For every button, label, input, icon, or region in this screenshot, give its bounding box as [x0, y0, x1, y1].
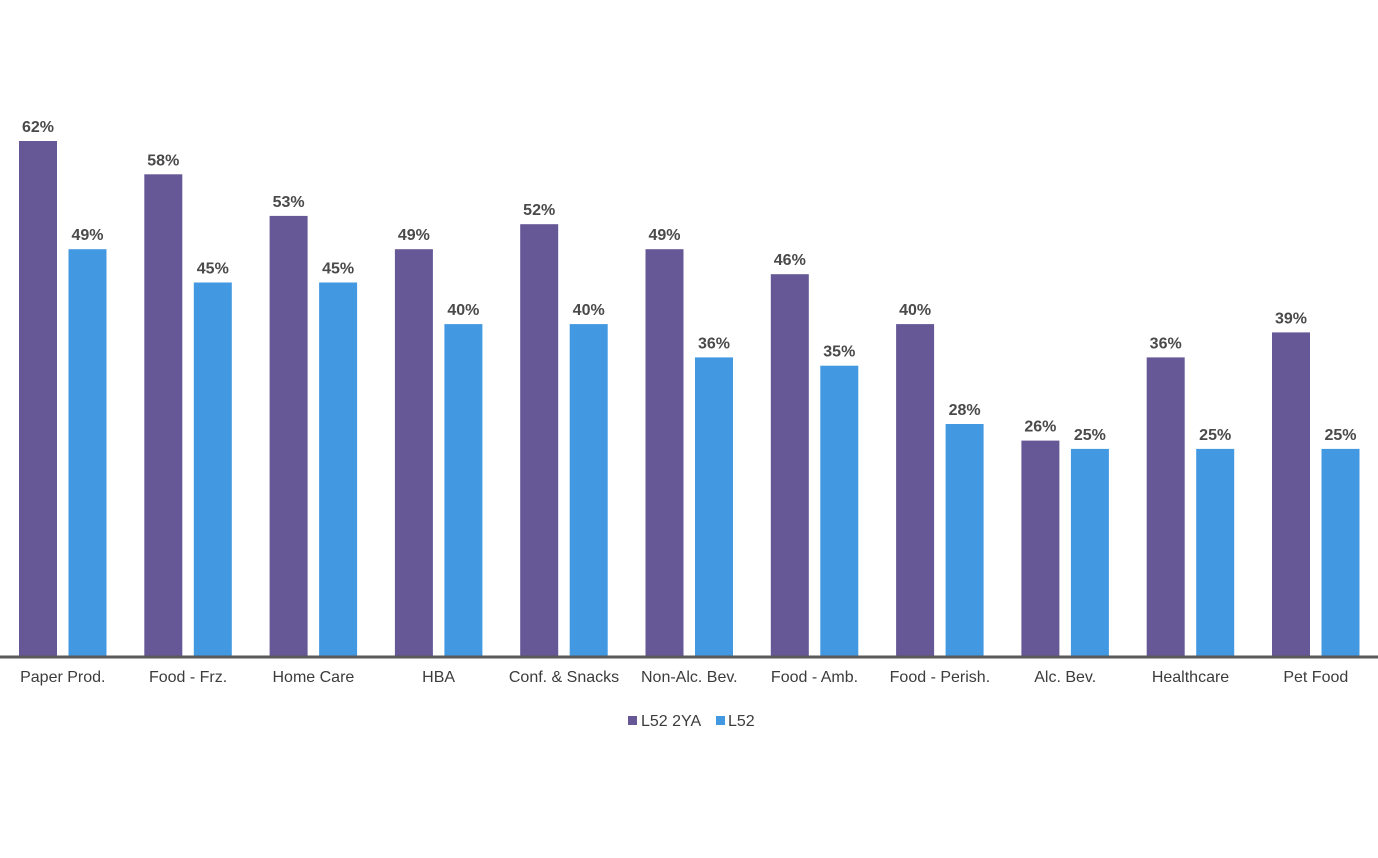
bar-l52-food-perish [945, 424, 984, 657]
bar-l52-conf-snacks [569, 324, 608, 657]
data-label-l52-pet-food: 25% [1324, 427, 1356, 444]
bar-l52-2ya-conf-snacks [520, 224, 559, 657]
legend: L52 2YA L52 [628, 713, 755, 730]
data-label-l52-food-perish: 28% [949, 402, 981, 419]
bar-l52-paper-prod [68, 249, 107, 657]
data-label-l52-2ya-healthcare: 36% [1150, 335, 1182, 352]
bar-l52-2ya-food-amb [770, 274, 809, 657]
bar-l52-2ya-paper-prod [19, 141, 57, 657]
bar-l52-2ya-pet-food [1272, 332, 1310, 657]
x-tick-labels-group: Paper Prod. Food - Frz. Home Care HBA Conf. … [20, 669, 1348, 686]
bar-l52-2ya-hba [394, 249, 433, 657]
bar-l52-non-alc-bev [695, 357, 733, 657]
x-tick-label-food-perish: Food - Perish. [890, 669, 990, 686]
x-tick-label-alc-bev: Alc. Bev. [1034, 669, 1096, 686]
data-label-l52-healthcare: 25% [1199, 427, 1231, 444]
bar-l52-2ya-food-frz [144, 174, 183, 658]
bars-group [19, 141, 1360, 658]
data-labels-group: 62% 49% 58% 45% 53% 45% 49% 40% 52% 40% 49% 36% 46% 3… [22, 119, 1357, 444]
legend-label-l52: L52 [728, 713, 755, 730]
data-label-l52-home-care: 45% [322, 261, 354, 278]
data-label-l52-paper-prod: 49% [71, 227, 103, 244]
data-label-l52-2ya-food-frz: 58% [147, 152, 179, 169]
data-label-l52-2ya-non-alc-bev: 49% [648, 227, 680, 244]
bar-l52-hba [444, 324, 483, 657]
bar-l52-home-care [319, 282, 358, 657]
bar-l52-2ya-healthcare [1146, 357, 1185, 657]
data-label-l52-2ya-home-care: 53% [273, 194, 305, 211]
bar-l52-food-amb [820, 365, 859, 657]
data-label-l52-2ya-pet-food: 39% [1275, 310, 1307, 327]
legend-swatch-l52 [716, 716, 725, 725]
x-tick-label-home-care: Home Care [272, 669, 354, 686]
data-label-l52-non-alc-bev: 36% [698, 335, 730, 352]
data-label-l52-conf-snacks: 40% [573, 302, 605, 319]
x-tick-label-pet-food: Pet Food [1283, 669, 1348, 686]
data-label-l52-food-amb: 35% [823, 344, 855, 361]
x-tick-label-non-alc-bev: Non-Alc. Bev. [641, 669, 738, 686]
data-label-l52-2ya-hba: 49% [398, 227, 430, 244]
x-tick-label-hba: HBA [422, 669, 455, 686]
bar-l52-2ya-home-care [269, 215, 308, 657]
data-label-l52-2ya-alc-bev: 26% [1024, 419, 1056, 436]
bar-l52-food-frz [193, 282, 232, 657]
legend-swatch-l52-2ya [628, 716, 637, 725]
x-tick-label-paper-prod: Paper Prod. [20, 669, 105, 686]
bar-l52-alc-bev [1070, 448, 1109, 657]
data-label-l52-2ya-paper-prod: 62% [22, 119, 54, 136]
data-label-l52-2ya-conf-snacks: 52% [523, 202, 555, 219]
bar-l52-2ya-food-perish [896, 324, 935, 657]
data-label-l52-hba: 40% [447, 302, 479, 319]
x-tick-label-conf-snacks: Conf. & Snacks [509, 669, 619, 686]
bar-l52-healthcare [1196, 448, 1235, 657]
legend-label-l52-2ya: L52 2YA [641, 713, 702, 730]
data-label-l52-2ya-food-perish: 40% [899, 302, 931, 319]
x-tick-label-healthcare: Healthcare [1152, 669, 1229, 686]
data-label-l52-food-frz: 45% [197, 261, 229, 278]
bar-l52-pet-food [1321, 448, 1360, 657]
x-tick-label-food-amb: Food - Amb. [771, 669, 858, 686]
bar-l52-2ya-alc-bev [1021, 440, 1060, 657]
x-tick-label-food-frz: Food - Frz. [149, 669, 227, 686]
bar-l52-2ya-non-alc-bev [645, 249, 684, 657]
data-label-l52-alc-bev: 25% [1074, 427, 1106, 444]
data-label-l52-2ya-food-amb: 46% [774, 252, 806, 269]
